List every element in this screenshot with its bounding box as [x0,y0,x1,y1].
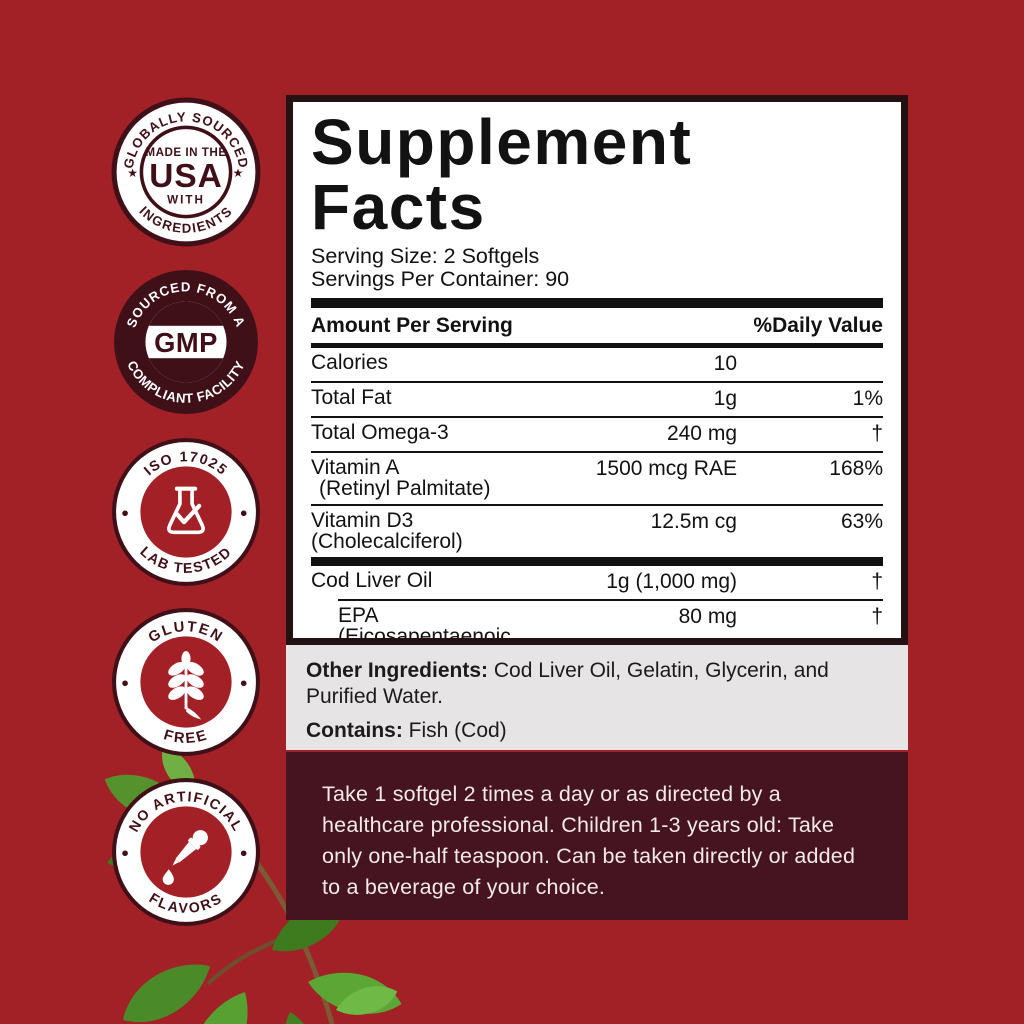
header-amount-per-serving: Amount Per Serving [311,313,513,337]
nutrient-amount: 240 mg [666,422,737,446]
dot-icon: ● [121,845,129,860]
nutrient-name: Total Omega-3 [311,421,449,445]
contains-text: Fish (Cod) [402,719,507,743]
divider-thick [311,297,883,308]
star-icon: ★ [127,166,138,180]
nutrient-name: Cod Liver Oil [311,569,433,593]
other-ingredients-panel: Other Ingredients: Cod Liver Oil, Gelati… [286,645,908,750]
nutrient-amount: 12.5m cg [650,510,737,534]
table-row: Calories 10 [311,348,883,381]
table-row: Total Omega-3 240 mg † [311,418,883,451]
panel-title: Supplement Facts [311,106,693,244]
header-daily-value: %Daily Value [753,313,883,337]
table-row: EPA (Eicosapentaenoic acid) 80 mg † [311,601,883,645]
dropper-icon [162,830,208,885]
separator [311,503,883,506]
nutrient-name: Vitamin A (Retinyl Palmitate) [311,456,491,501]
divider-medium [311,342,883,348]
usa-line1: MADE IN THE [145,146,226,159]
nutrient-name: Calories [311,351,389,375]
badge-made-in-usa: GLOBALLY SOURCED INGREDIENTS ★ ★ MADE IN… [111,97,261,247]
dot-icon: ● [240,505,248,520]
serving-size: Serving Size: 2 Softgels [311,243,540,268]
contains-label: Contains: [306,719,403,743]
servings-per-container: Servings Per Container: 90 [311,266,570,291]
nutrient-daily-value: 168% [829,457,883,481]
other-ingredients-label: Other Ingredients: [306,659,489,682]
supplement-facts-panel: Supplement Facts Serving Size: 2 Softgel… [286,95,908,645]
directions-panel: Take 1 softgel 2 times a day or as direc… [286,752,908,920]
nutrient-name: Vitamin D3 (Cholecalciferol) [311,509,463,554]
badge-gluten-free: GLUTEN FREE ● ● [112,608,260,756]
table-row: Total Fat 1g 1% [311,383,883,416]
nutrient-daily-value: † [871,422,883,446]
nutrient-name: EPA (Eicosapentaenoic acid) [338,604,511,645]
badge-inner-circle [140,466,232,558]
nutrient-daily-value: † [871,605,883,629]
separator [338,598,883,601]
separator [311,556,883,566]
usa-line3: WITH [167,193,205,206]
nutrient-amount: 1g [713,387,737,411]
star-icon: ★ [233,166,244,180]
table-row: Vitamin D3 (Cholecalciferol) 12.5m cg 63% [311,506,883,557]
nutrient-amount: 1500 mcg RAE [595,457,737,481]
table-row: Vitamin A (Retinyl Palmitate) 1500 mcg RAE… [311,453,883,504]
badge-iso-17025: ISO 17025 LAB TESTED ● ● [112,438,260,586]
contains-line: Contains: Fish (Cod) [306,718,871,744]
nutrient-name: Total Fat [311,386,392,410]
other-ingredients-text: Cod Liver Oil, Gelatin, Glycerin, and Pu… [306,659,829,708]
nutrient-daily-value: 1% [852,387,883,411]
badge-gmp: SOURCED FROM A COMPLIANT FACILITY GMP [114,270,258,414]
table-header-row: Amount Per Serving %Daily Value [311,308,883,343]
nutrient-amount: 80 mg [678,605,737,629]
usa-line2: USA [149,158,223,195]
separator [311,415,883,418]
wheat-icon [165,651,207,720]
dot-icon: ● [121,675,129,690]
badge-no-artificial-flavors: NO ARTIFICIAL FLAVORS ● ● [112,778,260,926]
nutrient-daily-value: † [871,570,883,594]
gmp-label: GMP [154,327,218,358]
separator [311,450,883,453]
other-ingredients-line: Other Ingredients: Cod Liver Oil, Gelati… [306,658,871,709]
nutrient-name-line2: (Retinyl Palmitate) [319,477,491,501]
badge-inner-ring [139,125,233,219]
flask-check-icon [167,486,205,535]
nutrient-amount: 1g (1,000 mg) [606,570,737,594]
dot-icon: ● [240,675,248,690]
nutrient-amount: 10 [713,352,737,376]
separator [311,380,883,383]
dot-icon: ● [240,845,248,860]
table-row: Cod Liver Oil 1g (1,000 mg) † [311,566,883,599]
directions-text: Take 1 softgel 2 times a day or as direc… [322,782,856,899]
dot-icon: ● [121,505,129,520]
facts-rows: Calories 10 Total Fat 1g 1% Total Omega-3 240 … [311,348,883,645]
nutrient-daily-value: 63% [840,510,883,534]
